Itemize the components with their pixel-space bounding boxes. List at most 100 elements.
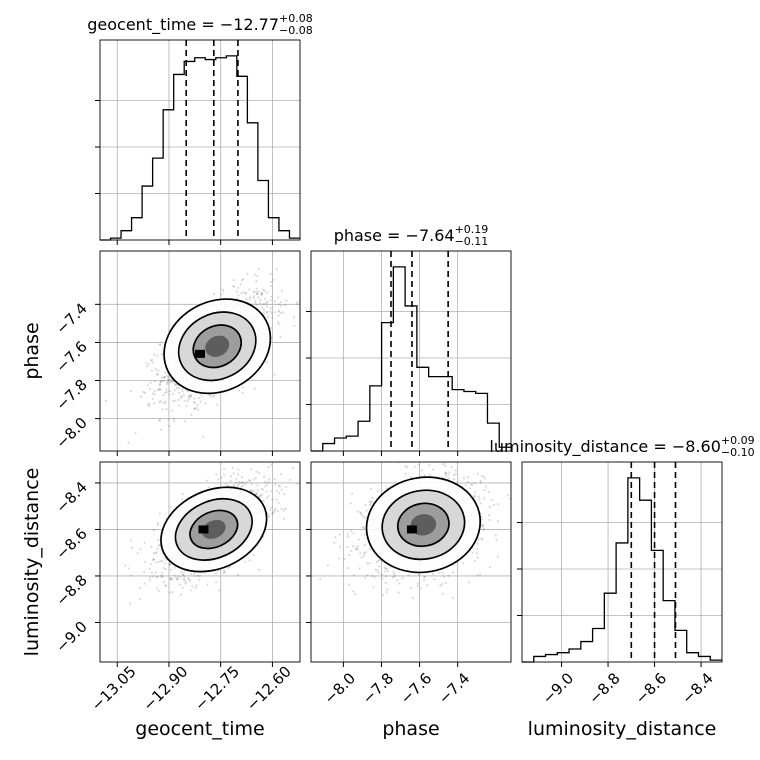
sample-point bbox=[389, 566, 392, 569]
sample-point bbox=[174, 399, 177, 402]
sample-point bbox=[383, 566, 386, 570]
sample-point bbox=[376, 490, 379, 493]
sample-point bbox=[134, 431, 137, 435]
sample-point bbox=[270, 506, 273, 509]
sample-point bbox=[158, 343, 161, 346]
sample-point bbox=[153, 402, 156, 405]
sample-point bbox=[478, 498, 481, 501]
sample-point bbox=[480, 537, 483, 540]
sample-point bbox=[196, 403, 199, 407]
sample-point bbox=[230, 475, 233, 478]
sample-point bbox=[257, 267, 260, 271]
sample-point bbox=[155, 576, 158, 579]
sample-point bbox=[480, 518, 484, 521]
sample-point bbox=[175, 576, 178, 580]
sample-point bbox=[127, 441, 130, 444]
sample-point bbox=[164, 391, 167, 394]
sample-point bbox=[405, 465, 409, 469]
sample-point bbox=[419, 587, 422, 590]
sample-point bbox=[173, 574, 176, 577]
panel-frame bbox=[310, 461, 512, 663]
sample-point bbox=[264, 297, 267, 300]
sample-point bbox=[170, 578, 174, 581]
sample-point bbox=[270, 280, 273, 284]
sample-point bbox=[186, 390, 190, 393]
sample-point bbox=[157, 589, 160, 592]
sample-point bbox=[411, 596, 415, 600]
sample-point bbox=[245, 298, 248, 301]
sample-point bbox=[232, 472, 235, 475]
sample-point bbox=[270, 295, 273, 298]
sample-point bbox=[280, 507, 283, 510]
sample-point bbox=[482, 527, 486, 530]
sample-point bbox=[177, 398, 180, 401]
sample-point bbox=[255, 291, 258, 294]
sample-point bbox=[148, 387, 152, 391]
sample-point bbox=[155, 550, 158, 554]
y-tick-label-phase: −8.0 bbox=[52, 414, 90, 452]
sample-point bbox=[193, 572, 196, 575]
sample-point bbox=[236, 484, 239, 487]
sample-point bbox=[252, 553, 256, 556]
sample-point bbox=[179, 396, 182, 399]
sample-point bbox=[280, 488, 283, 491]
sample-point bbox=[249, 489, 252, 492]
sample-point bbox=[222, 290, 225, 293]
sample-point bbox=[273, 373, 276, 376]
sample-point bbox=[200, 395, 203, 398]
sample-point bbox=[229, 479, 232, 483]
sample-point bbox=[184, 580, 187, 583]
sample-point bbox=[257, 296, 260, 299]
sample-point bbox=[189, 395, 193, 398]
sample-point bbox=[473, 481, 477, 484]
sample-point bbox=[357, 510, 360, 513]
sample-point bbox=[283, 303, 287, 306]
sample-point bbox=[326, 564, 330, 567]
sample-point bbox=[363, 543, 366, 547]
sample-point bbox=[177, 387, 180, 390]
sample-point bbox=[161, 353, 164, 356]
sample-point bbox=[158, 401, 161, 404]
sample-point bbox=[277, 296, 280, 299]
density-core bbox=[201, 519, 226, 539]
sample-point bbox=[354, 593, 357, 596]
sample-point bbox=[253, 289, 256, 293]
sample-point bbox=[149, 359, 153, 362]
sample-point bbox=[265, 496, 269, 500]
sample-point bbox=[385, 591, 388, 594]
x-axis-label-phase: phase bbox=[382, 718, 439, 740]
sample-point bbox=[485, 485, 488, 488]
sample-point bbox=[104, 399, 107, 402]
hist-panel-phase: phase = −7.64+0.19−0.11 bbox=[306, 223, 512, 452]
sample-point bbox=[237, 483, 240, 486]
sample-point bbox=[346, 535, 349, 538]
sample-point bbox=[152, 528, 156, 532]
sample-point bbox=[182, 573, 185, 577]
sample-point bbox=[428, 464, 431, 467]
sample-point bbox=[222, 473, 226, 476]
sample-point bbox=[198, 396, 201, 400]
sample-point bbox=[359, 552, 362, 555]
sample-point bbox=[401, 576, 404, 580]
sample-point bbox=[269, 285, 272, 288]
sample-point bbox=[477, 495, 480, 498]
sample-point bbox=[168, 379, 171, 382]
sample-point bbox=[189, 394, 192, 398]
sample-point bbox=[381, 577, 384, 580]
sample-point bbox=[185, 404, 188, 408]
sample-point bbox=[136, 552, 139, 555]
sample-point bbox=[171, 399, 175, 403]
sample-point bbox=[272, 278, 275, 281]
sample-point bbox=[173, 459, 175, 461]
y-tick-label-phase: −7.4 bbox=[52, 299, 90, 337]
sample-point bbox=[263, 289, 266, 292]
sample-point bbox=[384, 575, 388, 578]
sample-point bbox=[296, 302, 299, 305]
sample-point bbox=[417, 463, 421, 466]
sample-point bbox=[472, 494, 476, 498]
sample-point bbox=[431, 468, 435, 471]
panel-frame bbox=[99, 39, 301, 241]
sample-point bbox=[170, 568, 173, 571]
sample-point bbox=[249, 295, 252, 299]
panel-title-geocent_time: geocent_time = −12.77+0.08 bbox=[87, 12, 313, 35]
